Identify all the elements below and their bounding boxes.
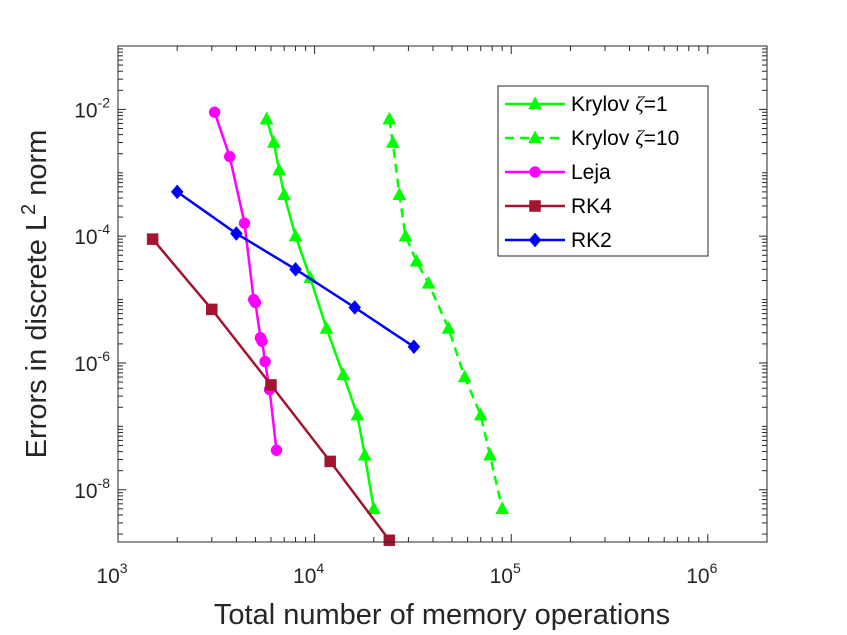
data-point bbox=[288, 228, 303, 242]
legend-marker bbox=[528, 96, 542, 110]
legend-label: Leja bbox=[571, 161, 611, 184]
data-point bbox=[206, 303, 218, 316]
data-point bbox=[421, 275, 436, 289]
legend-entry: Krylov ζ=10 bbox=[505, 126, 679, 150]
data-point bbox=[265, 379, 277, 391]
series-Krylov ζ=10 bbox=[382, 111, 510, 515]
y-tick-label-exp: -6 bbox=[98, 348, 111, 364]
y-tick-label-base: 10 bbox=[74, 226, 97, 249]
data-point bbox=[249, 296, 262, 309]
legend-label: Krylov ζ=10 bbox=[571, 126, 679, 150]
data-point bbox=[324, 455, 336, 468]
series-layer bbox=[146, 106, 510, 546]
data-point bbox=[259, 111, 274, 125]
minor-ticks bbox=[118, 45, 768, 542]
data-point bbox=[398, 228, 413, 242]
data-point bbox=[259, 355, 271, 368]
data-point bbox=[170, 184, 184, 200]
legend-marker bbox=[529, 200, 541, 212]
data-point bbox=[270, 444, 283, 457]
data-point bbox=[385, 135, 400, 148]
data-point bbox=[357, 447, 372, 461]
y-tick-label-exp: -8 bbox=[98, 475, 111, 491]
series-line bbox=[213, 111, 278, 451]
y-tick-label: 10-8 bbox=[74, 475, 110, 503]
data-point bbox=[266, 135, 281, 148]
data-point bbox=[238, 217, 251, 229]
legend-marker bbox=[528, 130, 542, 144]
y-tick-label-base: 10 bbox=[74, 99, 97, 122]
y-tick-label: 10-6 bbox=[74, 348, 110, 376]
x-tick-label: 105 bbox=[490, 560, 521, 588]
x-axis-label: Total number of memory operations bbox=[214, 599, 670, 631]
x-tick-label-base: 10 bbox=[490, 565, 513, 588]
data-point bbox=[223, 150, 236, 163]
y-axis-label-main: Errors in discrete L bbox=[21, 215, 53, 458]
data-point bbox=[319, 320, 334, 334]
data-point bbox=[289, 261, 302, 277]
legend-entry: RK4 bbox=[505, 195, 612, 218]
data-point bbox=[441, 320, 456, 334]
y-axis-label-tail: norm bbox=[21, 130, 53, 204]
legend-marker bbox=[529, 166, 541, 178]
y-tick-label-base: 10 bbox=[74, 353, 97, 376]
plot-frame bbox=[117, 45, 768, 543]
legend-entry: RK2 bbox=[505, 229, 612, 252]
x-tick-label-base: 10 bbox=[96, 565, 119, 588]
data-point bbox=[483, 447, 497, 461]
y-tick-label-base: 10 bbox=[74, 480, 97, 503]
data-point bbox=[272, 162, 287, 176]
x-tick-label: 104 bbox=[293, 560, 324, 588]
legend-label: RK4 bbox=[571, 195, 612, 218]
y-axis-label-sup: 2 bbox=[18, 204, 40, 215]
data-point bbox=[407, 339, 421, 355]
y-axis-label: Errors in discrete L2 norm bbox=[18, 130, 53, 459]
data-point bbox=[366, 501, 381, 515]
x-tick-label: 106 bbox=[686, 560, 717, 588]
data-point bbox=[348, 300, 362, 315]
y-tick-label: 10-4 bbox=[74, 221, 110, 249]
x-tick-label-base: 10 bbox=[686, 565, 709, 588]
y-tick-labels: 10-810-610-410-2 bbox=[74, 94, 110, 502]
series-RK4 bbox=[146, 233, 396, 546]
x-tick-labels: 103 104 105 106 bbox=[96, 560, 717, 588]
data-point bbox=[382, 111, 397, 125]
series-Leja bbox=[208, 106, 283, 457]
x-tick-label-exp: 5 bbox=[513, 560, 521, 576]
data-point bbox=[350, 407, 365, 421]
data-point bbox=[383, 534, 396, 546]
data-point bbox=[256, 335, 268, 348]
y-tick-label: 10-2 bbox=[74, 94, 110, 122]
legend: Krylov ζ=1 Krylov ζ=10 Leja RK4 RK2 bbox=[497, 85, 709, 257]
data-point bbox=[392, 187, 407, 201]
legend-marker bbox=[528, 232, 542, 248]
data-point bbox=[146, 233, 159, 245]
legend-entry: Leja bbox=[505, 161, 611, 184]
x-tick-label-exp: 4 bbox=[316, 560, 324, 576]
x-tick-label: 103 bbox=[96, 560, 127, 588]
data-point bbox=[409, 253, 424, 267]
x-tick-label-base: 10 bbox=[293, 565, 316, 588]
data-point bbox=[230, 226, 243, 241]
legend-entry: Krylov ζ=1 bbox=[505, 92, 668, 116]
x-tick-label-exp: 6 bbox=[710, 560, 718, 576]
data-point bbox=[336, 367, 351, 381]
data-point bbox=[277, 187, 292, 201]
data-point bbox=[208, 106, 221, 119]
series-RK2 bbox=[170, 184, 421, 355]
legend-label: RK2 bbox=[571, 229, 612, 252]
data-point bbox=[457, 369, 472, 383]
y-tick-label-exp: -4 bbox=[98, 221, 111, 237]
legend-label: Krylov ζ=1 bbox=[571, 92, 668, 116]
data-point bbox=[473, 407, 488, 421]
data-point bbox=[495, 501, 510, 515]
y-tick-label-exp: -2 bbox=[98, 94, 111, 110]
x-tick-label-exp: 3 bbox=[120, 560, 128, 576]
